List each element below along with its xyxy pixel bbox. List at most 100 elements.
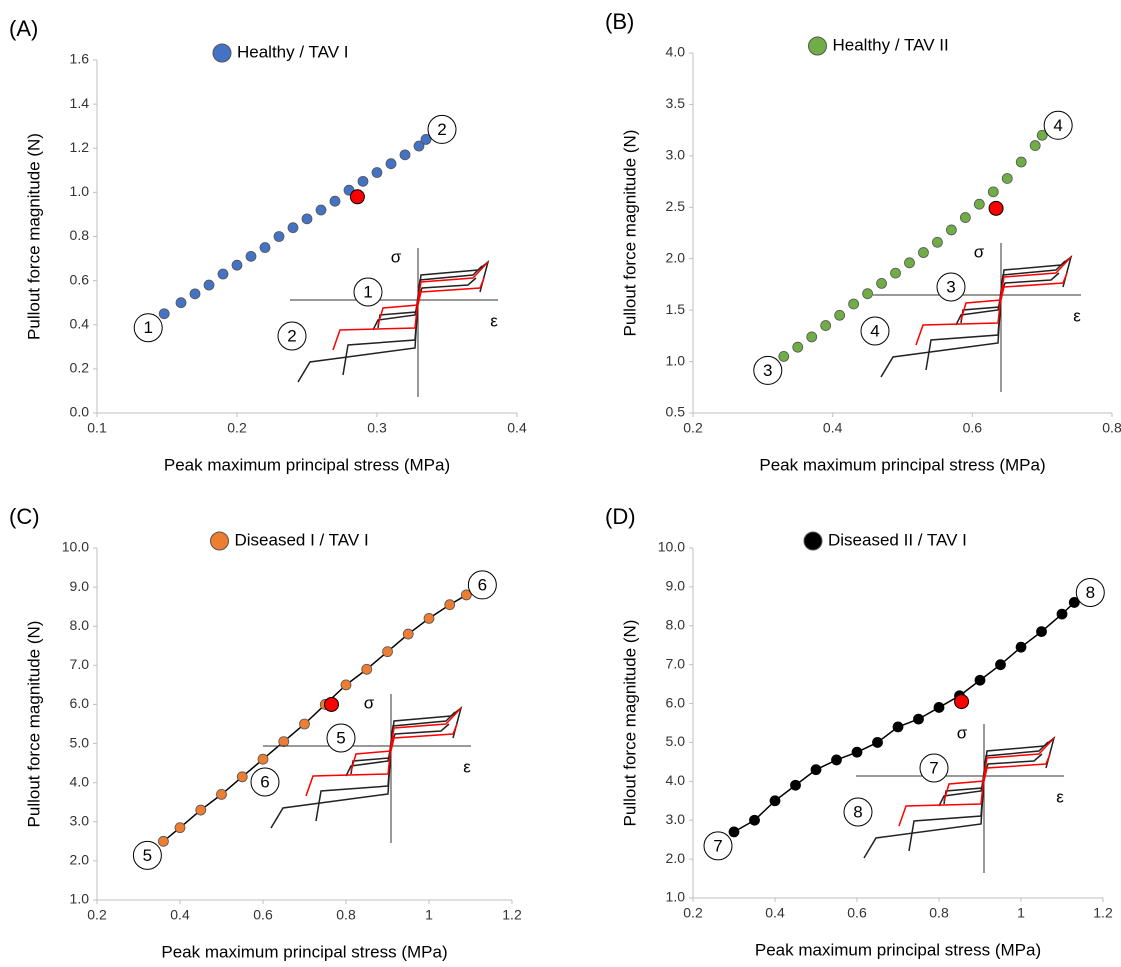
data-point	[357, 175, 369, 187]
data-point	[932, 236, 943, 248]
data-point	[728, 826, 740, 838]
x-tick-label: 0.6	[253, 907, 273, 923]
y-tick-label: 3.0	[666, 811, 686, 827]
inset-strain-symbol: ε	[1056, 787, 1064, 806]
annotation-label: 2	[437, 120, 446, 139]
inset-curve	[938, 753, 1043, 807]
data-point	[231, 259, 243, 271]
data-point	[257, 753, 269, 765]
data-point	[340, 679, 352, 691]
legend-marker	[803, 531, 823, 551]
data-point	[945, 224, 957, 236]
inset-marker-circle	[919, 753, 949, 783]
annotation-label: 3	[763, 361, 772, 380]
inset: σ ε 7 8	[843, 723, 1064, 873]
data-point	[892, 721, 904, 733]
data-point	[315, 204, 327, 216]
data-point	[371, 167, 383, 178]
highlight-point	[323, 696, 339, 712]
inset: σ ε 1 2	[277, 247, 498, 397]
annotation-label: 4	[1053, 116, 1062, 135]
data-point	[1068, 597, 1080, 608]
x-tick-label: 0.8	[336, 907, 356, 923]
y-tick-label: 0.0	[70, 404, 90, 420]
y-tick-label: 1.6	[70, 51, 90, 67]
inset-marker-label: 2	[287, 326, 296, 345]
inset-curve	[350, 711, 456, 775]
data-point	[195, 804, 207, 816]
y-tick-label: 9.0	[666, 578, 686, 594]
inset-marker-label: 4	[870, 321, 879, 340]
y-tick-label: 1.0	[70, 183, 90, 199]
x-axis-label: Peak maximum principal stress (MPa)	[161, 942, 447, 961]
x-tick-label: 0.8	[929, 905, 949, 921]
y-tick-label: 4.0	[666, 44, 686, 60]
x-tick-label: 1	[1017, 905, 1025, 921]
inset-curve	[943, 741, 1049, 805]
y-tick-label: 2.0	[70, 852, 90, 868]
inset-curve	[345, 723, 450, 777]
y-tick-label: 1.4	[70, 95, 90, 111]
y-tick-label: 5.0	[70, 734, 90, 750]
y-tick-label: 2.0	[666, 850, 686, 866]
data-point	[890, 267, 901, 279]
data-point	[862, 288, 873, 300]
inset-marker-circle	[277, 321, 307, 351]
data-point	[959, 212, 971, 223]
data-point	[402, 628, 414, 640]
y-tick-label: 3.0	[70, 812, 90, 828]
y-tick-label: 0.8	[70, 227, 90, 243]
inset-marker-label: 8	[853, 802, 862, 821]
y-tick-label: 4.0	[70, 773, 90, 789]
annotation-circle	[1043, 110, 1073, 140]
inset-marker-label: 3	[946, 277, 955, 296]
y-tick-label: 1.5	[666, 301, 686, 317]
inset-curve	[350, 723, 458, 772]
data-point	[460, 589, 472, 601]
inset-marker-label: 5	[336, 728, 345, 747]
annotation-circle	[427, 114, 457, 144]
data-point	[203, 279, 215, 291]
annotation-label: 7	[713, 836, 722, 855]
y-tick-label: 0.2	[70, 360, 90, 376]
data-point	[385, 158, 397, 170]
data-point	[1015, 641, 1027, 653]
y-axis-label: Pullout force magnitude (N)	[620, 620, 639, 827]
y-tick-label: 1.2	[70, 139, 90, 155]
data-point	[1029, 140, 1041, 151]
y-tick-label: 1.0	[70, 891, 90, 907]
legend-marker	[210, 531, 229, 551]
inset-strain-symbol: ε	[463, 757, 471, 776]
data-point	[1036, 129, 1048, 141]
inset-strain-symbol: ε	[1073, 306, 1081, 325]
y-tick-label: 4.0	[666, 772, 686, 788]
data-point	[175, 297, 187, 309]
inset-curve	[915, 256, 1072, 346]
inset-curve	[305, 707, 462, 797]
x-tick-label: 0.2	[683, 905, 703, 921]
inset-stress-symbol: σ	[391, 247, 402, 266]
x-tick-label: 0.4	[170, 907, 190, 923]
data-point	[174, 822, 186, 834]
legend-label: Healthy / TAV II	[833, 35, 949, 54]
y-tick-label: 9.0	[70, 578, 90, 594]
data-point	[1056, 608, 1068, 620]
x-tick-label: 0.3	[367, 420, 387, 436]
inset-curve	[332, 261, 489, 351]
data-point	[810, 764, 822, 776]
inset-marker-label: 1	[363, 282, 372, 301]
y-tick-label: 0.5	[666, 404, 686, 420]
y-tick-label: 6.0	[70, 695, 90, 711]
annotation-circle	[132, 840, 162, 870]
inset-curve	[880, 294, 1002, 378]
inset-curve	[297, 299, 419, 383]
data-point	[778, 351, 790, 362]
legend-label: Diseased I / TAV I	[235, 530, 369, 549]
y-tick-label: 10.0	[62, 539, 89, 555]
data-point	[399, 149, 411, 161]
inset-curve	[270, 745, 392, 829]
x-tick-label: 0.6	[847, 905, 867, 921]
data-point	[245, 250, 257, 262]
x-tick-label: 0.8	[1102, 420, 1121, 436]
x-tick-label: 0.2	[87, 907, 107, 923]
